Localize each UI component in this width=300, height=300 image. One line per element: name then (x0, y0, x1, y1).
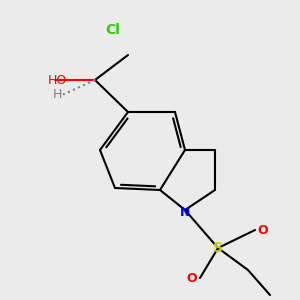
Text: H: H (52, 88, 62, 101)
Text: S: S (213, 241, 223, 255)
Text: O: O (258, 224, 268, 236)
Text: HO: HO (47, 74, 67, 86)
Text: O: O (187, 272, 197, 284)
Text: Cl: Cl (106, 23, 120, 37)
Text: N: N (180, 206, 190, 218)
